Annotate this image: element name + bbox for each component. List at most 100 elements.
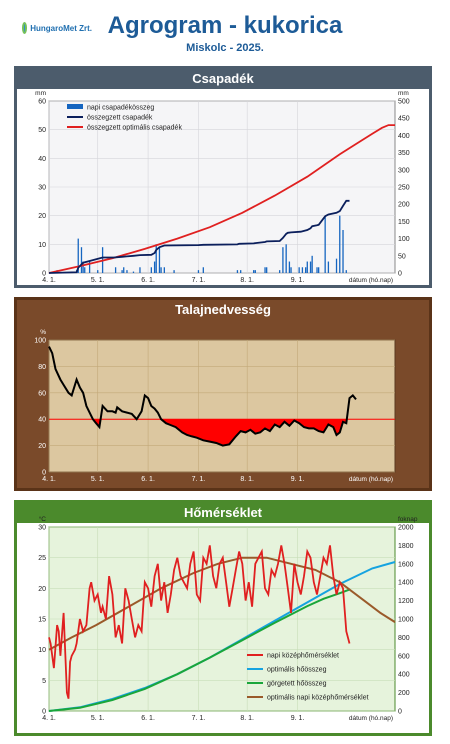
x-tick-label: 5. 1.	[91, 715, 105, 722]
y2-tick-label: 200	[398, 202, 410, 209]
rain-bar	[82, 261, 84, 273]
rain-bar	[266, 267, 268, 273]
y2-tick-label: 1800	[398, 543, 414, 550]
y2-tick-label: 800	[398, 635, 410, 642]
rain-panel: Csapadék 0 10 20 30 40 50 60 0 50 100 150 200 250 300…	[14, 66, 432, 288]
x-tick-label: 6. 1.	[141, 277, 155, 284]
logo-icon	[22, 22, 28, 34]
rain-bar	[311, 255, 313, 273]
x-tick-label: 7. 1.	[192, 476, 206, 483]
legend-label: összegzett optimális csapadék	[87, 125, 182, 132]
rain-bar	[236, 270, 239, 273]
rain-bar	[285, 244, 287, 273]
legend-label: összegzett csapadék	[87, 115, 153, 122]
y-tick-label: 20	[38, 213, 46, 220]
rain-bar	[309, 261, 312, 273]
x-axis-label: dátum (hó.nap)	[349, 476, 393, 483]
rain-bar	[264, 267, 266, 273]
rain-bar	[155, 244, 157, 273]
y2-tick-label: 0	[398, 709, 402, 716]
x-axis-label: dátum (hó.nap)	[349, 277, 393, 284]
rain-bar	[305, 267, 307, 273]
x-tick-label: 4. 1.	[42, 277, 56, 284]
rain-bar	[301, 267, 304, 273]
y2-tick-label: 100	[398, 236, 410, 243]
rain-bar	[240, 270, 242, 273]
header: HungaroMet Zrt. Agrogram - kukorica Misk…	[0, 0, 450, 60]
rolling-heatsum-line	[48, 588, 350, 712]
rain-bar	[80, 247, 83, 273]
x-tick-label: 7. 1.	[192, 715, 206, 722]
y2-tick-label: 250	[398, 185, 410, 192]
y-tick-label: 15	[38, 617, 46, 624]
x-tick-label: 7. 1.	[192, 277, 206, 284]
rain-bar	[318, 267, 320, 273]
rain-bar	[324, 215, 326, 273]
y-tick-label: 30	[38, 185, 46, 192]
page-subtitle: Miskolc - 2025.	[186, 42, 264, 54]
x-tick-label: 8. 1.	[240, 715, 254, 722]
rain-bar	[279, 270, 281, 273]
legend-swatch	[67, 104, 83, 109]
rain-bar	[202, 267, 204, 273]
rain-bar	[327, 261, 330, 273]
rain-bar	[150, 267, 152, 273]
x-tick-label: 9. 1.	[291, 277, 305, 284]
x-tick-label: 8. 1.	[240, 277, 254, 284]
y-axis-label: mm	[35, 90, 46, 97]
optimal-rain-line	[48, 124, 395, 274]
y-tick-label: 10	[38, 242, 46, 249]
y-tick-label: 10	[38, 647, 46, 654]
y-tick-label: 100	[34, 338, 46, 345]
rain-chart: 0 10 20 30 40 50 60 0 50 100 150 200 250 300 350 400 450…	[35, 90, 410, 284]
y2-tick-label: 200	[398, 690, 410, 697]
hungaromet-logo: HungaroMet Zrt.	[22, 21, 92, 35]
rain-bar	[97, 270, 99, 273]
rain-bar	[254, 270, 256, 273]
y2-tick-label: 1200	[398, 598, 414, 605]
rain-bar	[139, 267, 141, 273]
y2-tick-label: 1600	[398, 561, 414, 568]
y-tick-label: 60	[38, 99, 46, 106]
rain-bar	[290, 267, 292, 273]
rain-bar	[158, 247, 161, 273]
rain-bar	[306, 261, 308, 273]
rain-chart-title: Csapadék	[17, 69, 429, 89]
y-tick-label: 30	[38, 525, 46, 532]
y-tick-label: 20	[38, 443, 46, 450]
x-tick-label: 8. 1.	[240, 476, 254, 483]
y2-tick-label: 2000	[398, 525, 414, 532]
y-tick-label: 50	[38, 127, 46, 134]
rain-bar	[298, 267, 300, 273]
y-tick-label: 40	[38, 417, 46, 424]
x-tick-label: 6. 1.	[141, 476, 155, 483]
moisture-chart-title: Talajnedvesség	[17, 300, 429, 320]
y-tick-label: 25	[38, 555, 46, 562]
rain-bar	[316, 267, 318, 273]
legend-label: napi csapadékösszeg	[87, 105, 154, 112]
y2-tick-label: 1400	[398, 580, 414, 587]
rain-bar	[153, 261, 156, 273]
moisture-chart: 0 20 40 60 80 100 4. 1. 5. 1. 6. 1. 7. 1. 8. 1. 9. …	[34, 329, 396, 483]
y2-axis-label: foknap	[398, 516, 418, 523]
y2-tick-label: 500	[398, 99, 410, 106]
temperature-chart-title: Hőmérséklet	[17, 503, 429, 523]
x-tick-label: 6. 1.	[141, 715, 155, 722]
plot-area	[48, 339, 396, 473]
rain-bar	[84, 267, 86, 273]
rain-bar	[77, 238, 79, 273]
x-tick-label: 9. 1.	[291, 715, 305, 722]
y-tick-label: 5	[42, 678, 46, 685]
legend-label: optimális hőösszeg	[267, 667, 327, 674]
rain-bar	[342, 230, 344, 273]
y2-tick-label: 600	[398, 653, 410, 660]
moisture-line	[48, 346, 357, 447]
y2-tick-label: 450	[398, 116, 410, 123]
rain-bar	[345, 270, 347, 273]
y-tick-label: 0	[42, 709, 46, 716]
y-tick-label: 60	[38, 390, 46, 397]
legend-label: optimális napi középhőmérséklet	[267, 695, 369, 702]
rain-bar	[288, 261, 291, 273]
y-tick-label: 40	[38, 156, 46, 163]
x-tick-label: 4. 1.	[42, 476, 56, 483]
